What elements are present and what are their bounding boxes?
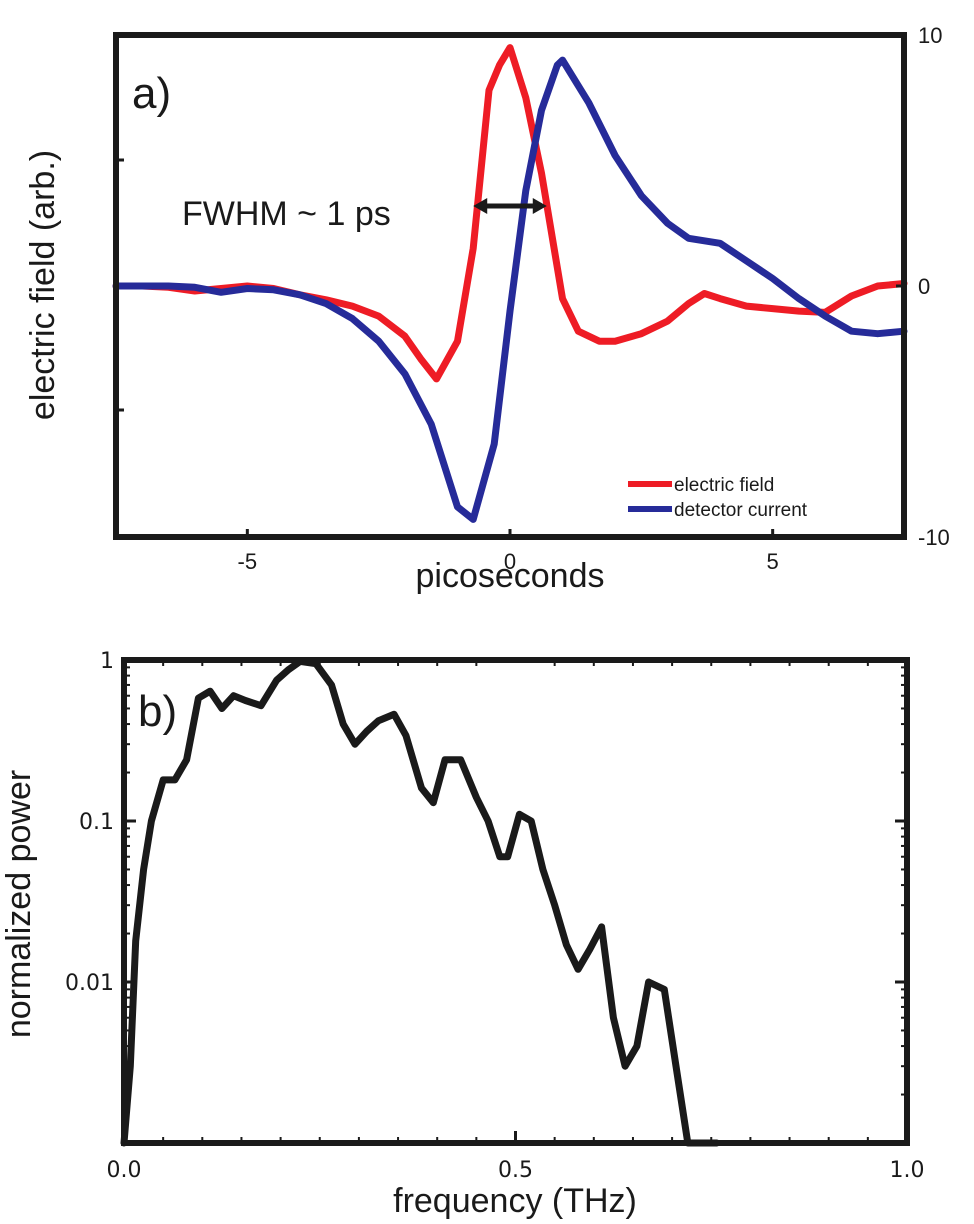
legend-label-detector-current: detector current: [674, 500, 808, 521]
panel-a-x-tick-label: -5: [238, 549, 258, 574]
panel-b-xlabel: frequency (THz): [393, 1182, 637, 1220]
panel-b-y-tick-label: 0.01: [65, 971, 114, 996]
panel-a-x-tick-label: 5: [767, 549, 779, 574]
panel-a-right-tick-label: -10: [918, 525, 950, 550]
fwhm-annotation: FWHM ~ 1 ps: [182, 195, 391, 233]
panel-b-y-tick-label: 0.1: [79, 810, 114, 835]
fwhm-arrow: [473, 198, 547, 214]
panel-a-xlabel: picoseconds: [415, 557, 604, 595]
fwhm-arrow-head-left: [473, 198, 488, 214]
panel-b-x-tick-label: 0.5: [498, 1158, 533, 1183]
panel-b-y-tick-label: 1: [100, 649, 114, 674]
panel-b-label: b): [138, 687, 177, 736]
panel-b-ylabel: normalized power: [0, 770, 38, 1038]
panel-a-right-tick-label: 0: [918, 274, 930, 299]
legend-label-electric-field: electric field: [674, 475, 774, 496]
fwhm-arrow-head-right: [532, 198, 547, 214]
panel-a-series-group: [112, 44, 908, 523]
panel-b-plot-frame: [121, 657, 910, 1146]
panel-a-x-tick-label: 0: [504, 549, 516, 574]
panel-b-x-tick-label: 0.0: [107, 1158, 142, 1183]
panel-b-series-group: [120, 657, 721, 1147]
series-line-power-spectrum: [120, 657, 721, 1147]
panel-a-ylabel: electric field (arb.): [24, 150, 62, 420]
panel-a: -5 0 5 10 0 -10 a) picoseconds electric field…: [24, 23, 950, 595]
panel-b: 0.0 0.5 1.0 1 0.1 0.01 b) frequency (THz) nor…: [0, 649, 925, 1220]
panel-a-right-tick-label: 10: [918, 23, 942, 48]
panel-a-legend: electric field detector current: [628, 475, 808, 521]
panel-b-ticks-group: 0.0 0.5 1.0 1 0.1 0.01: [65, 649, 924, 1183]
panel-a-label: a): [132, 69, 171, 118]
series-line-detector-current: [112, 56, 908, 523]
panel-a-ticks-group: -5 0 5 10 0 -10: [238, 23, 950, 574]
panel-b-x-tick-label: 1.0: [890, 1158, 925, 1183]
panel-b-minor-ticks: [124, 660, 907, 1143]
